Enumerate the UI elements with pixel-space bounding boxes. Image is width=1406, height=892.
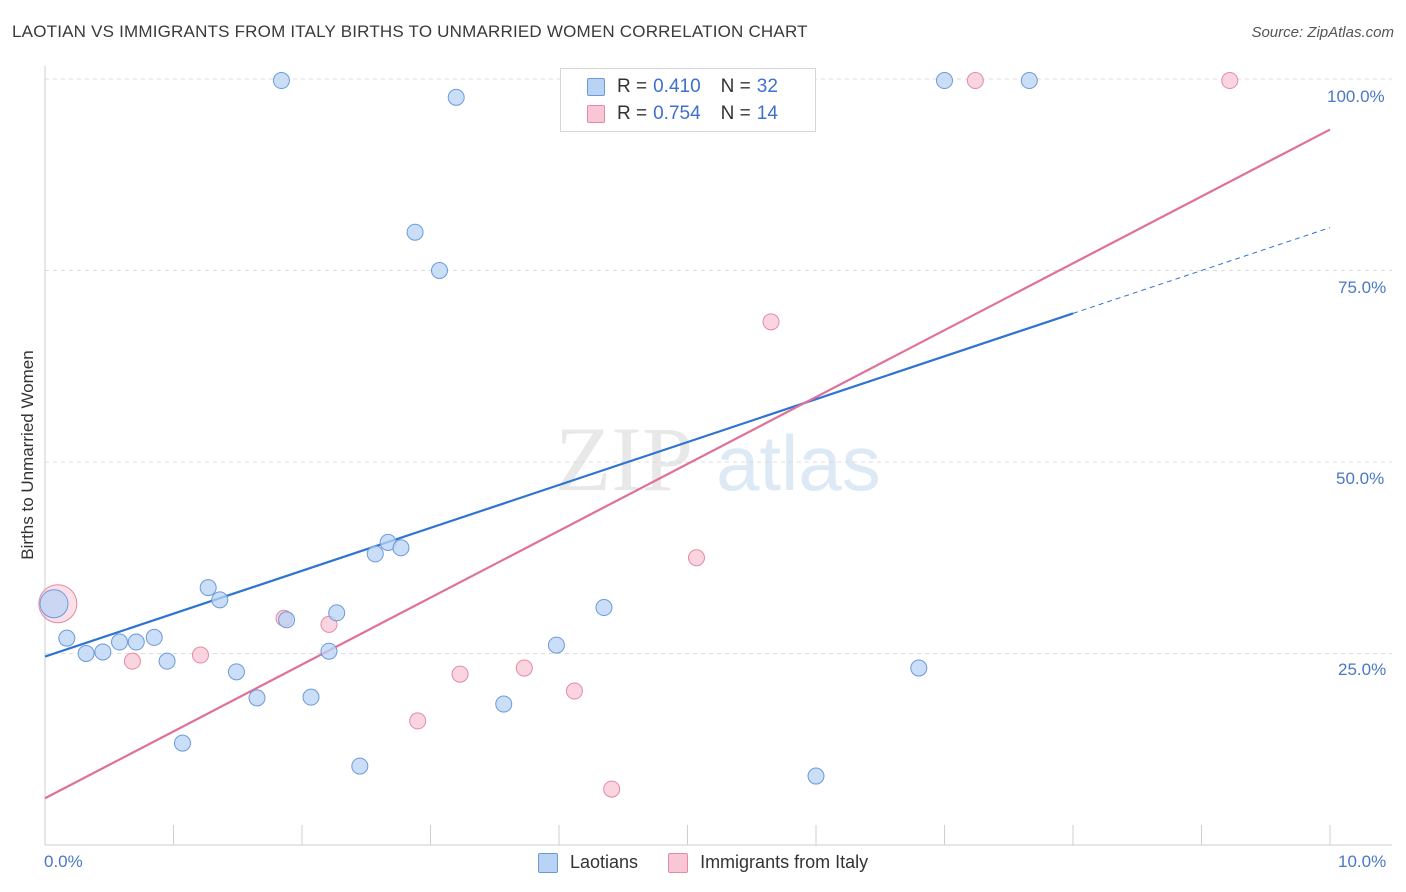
laotians-point: [58, 629, 76, 647]
italy-point: [123, 652, 141, 670]
laotians-point: [211, 591, 229, 609]
laotians-point: [366, 545, 384, 563]
italy-point: [603, 780, 621, 798]
laotians-point: [145, 628, 163, 646]
laotians-legend-swatch: [538, 852, 558, 873]
italy-point: [1221, 72, 1239, 90]
italy-point: [762, 313, 780, 331]
x-tick-label-max: 10.0%: [1338, 852, 1387, 871]
laotians-point: [392, 539, 410, 557]
laotians-point: [547, 636, 565, 654]
laotians-point: [272, 72, 290, 90]
legend-label-laotians: Laotians: [570, 852, 639, 872]
laotians-point: [447, 88, 465, 106]
y-tick-label-25: 25.0%: [1338, 660, 1387, 679]
laotians-point: [328, 604, 346, 622]
laotians-point: [495, 695, 513, 713]
italy-point: [687, 549, 705, 567]
n-value: 32: [756, 76, 778, 97]
y-tick-label-100: 100.0%: [1327, 87, 1385, 106]
legend-row-laotians: R = 0.410 N = 32: [587, 76, 778, 98]
laotians-point: [936, 72, 953, 90]
watermark-atlas: atlas: [716, 419, 881, 507]
laotians-point: [406, 223, 424, 241]
laotians-point: [77, 645, 95, 662]
watermark-zip: ZIP: [555, 408, 693, 510]
r-label: R =: [617, 103, 648, 124]
legend-item-laotians[interactable]: Laotians: [538, 852, 638, 873]
legend-row-italy: R = 0.754 N = 14: [587, 103, 778, 125]
y-tick-label-75: 75.0%: [1338, 278, 1387, 297]
laotians-point: [278, 611, 296, 629]
italy-trend-line: [44, 128, 1331, 800]
r-value: 0.754: [653, 103, 701, 124]
trend-lines: [44, 128, 1331, 800]
italy-point: [451, 665, 469, 683]
legend-item-italy[interactable]: Immigrants from Italy: [668, 852, 868, 873]
legend-label-italy: Immigrants from Italy: [700, 852, 869, 872]
italy-swatch: [587, 105, 605, 123]
n-label: N =: [720, 76, 751, 97]
laotians-point: [430, 262, 448, 279]
data-points: [38, 72, 1239, 798]
italy-point: [565, 682, 583, 700]
laotians-point: [910, 659, 928, 677]
laotians-point: [248, 689, 266, 707]
italy-point: [515, 659, 533, 677]
laotians-point: [807, 767, 825, 785]
laotians-point: [39, 589, 69, 619]
y-axis-label: Births to Unmarried Women: [18, 350, 37, 560]
italy-point: [191, 646, 209, 664]
laotians-point: [351, 757, 369, 775]
laotians-point: [127, 633, 145, 651]
x-tick-label-min: 0.0%: [44, 852, 83, 871]
laotians-point: [320, 642, 338, 660]
laotians-point: [199, 579, 217, 597]
n-value: 14: [756, 103, 778, 124]
laotians-point: [94, 643, 112, 661]
laotians-swatch: [587, 78, 605, 96]
axes: [44, 66, 1392, 846]
r-value: 0.410: [653, 76, 701, 97]
laotians-point: [111, 633, 129, 651]
chart-title: LAOTIAN VS IMMIGRANTS FROM ITALY BIRTHS …: [12, 22, 808, 41]
y-tick-label-50: 50.0%: [1336, 469, 1385, 488]
laotians-point: [1020, 72, 1038, 90]
laotians-point: [173, 734, 191, 752]
correlation-legend: R = 0.410 N = 32 R = 0.754 N = 14: [560, 68, 816, 132]
italy-point: [409, 712, 427, 730]
laotians-point: [302, 688, 320, 706]
source-label: Source: ZipAtlas.com: [1251, 24, 1394, 41]
laotians-trend-line: [44, 312, 1074, 658]
laotians-point: [595, 599, 613, 617]
n-label: N =: [720, 103, 751, 124]
r-label: R =: [617, 76, 648, 97]
series-legend: Laotians Immigrants from Italy: [538, 852, 898, 873]
laotians-trend-extension: [1072, 227, 1331, 314]
italy-point: [966, 72, 984, 90]
italy-legend-swatch: [668, 852, 689, 873]
laotians-point: [158, 652, 176, 670]
laotians-point: [227, 663, 245, 681]
gridlines: [45, 78, 1392, 654]
